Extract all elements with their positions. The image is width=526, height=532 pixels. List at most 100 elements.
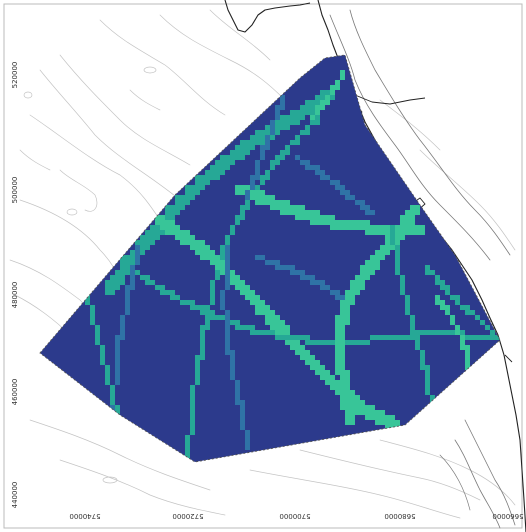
route-cell [340, 340, 345, 345]
route-cell [395, 230, 400, 235]
route-cell [260, 330, 265, 335]
route-cell [265, 175, 270, 180]
route-cell [105, 365, 110, 370]
route-cell [310, 220, 315, 225]
route-cell [115, 340, 120, 345]
route-cell [220, 160, 225, 165]
route-cell [195, 180, 200, 185]
route-cell [340, 390, 345, 395]
route-cell [265, 125, 270, 130]
route-cell [115, 360, 120, 365]
route-cell [200, 185, 205, 190]
route-cell [205, 255, 210, 260]
route-cell [260, 310, 265, 315]
route-cell [310, 210, 315, 215]
route-cell [270, 320, 275, 325]
route-cell [490, 335, 495, 340]
route-cell [365, 410, 370, 415]
route-cell [330, 385, 335, 390]
route-cell [165, 205, 170, 210]
route-cell [125, 295, 130, 300]
route-cell [295, 210, 300, 215]
route-cell [335, 225, 340, 230]
route-cell [270, 125, 275, 130]
route-cell [335, 290, 340, 295]
route-cell [470, 335, 475, 340]
route-cell [220, 170, 225, 175]
route-cell [185, 240, 190, 245]
route-cell [255, 200, 260, 205]
route-cell [170, 290, 175, 295]
route-cell [305, 335, 310, 340]
route-cell [340, 400, 345, 405]
route-cell [300, 110, 305, 115]
route-cell [210, 285, 215, 290]
route-cell [275, 115, 280, 120]
route-cell [315, 280, 320, 285]
route-cell [195, 365, 200, 370]
route-cell [220, 270, 225, 275]
route-cell [225, 160, 230, 165]
route-cell [205, 325, 210, 330]
route-cell [225, 235, 230, 240]
route-cell [145, 230, 150, 235]
route-cell [220, 245, 225, 250]
route-cell [455, 330, 460, 335]
route-cell [285, 205, 290, 210]
route-cell [370, 405, 375, 410]
route-cell [240, 285, 245, 290]
route-cell [300, 130, 305, 135]
route-cell [240, 405, 245, 410]
route-cell [430, 410, 435, 415]
route-cell [205, 315, 210, 320]
route-cell [300, 275, 305, 280]
route-cell [135, 245, 140, 250]
route-cell [270, 165, 275, 170]
route-cell [115, 285, 120, 290]
route-cell [185, 450, 190, 455]
route-cell [360, 225, 365, 230]
route-cell [290, 265, 295, 270]
route-cell [405, 220, 410, 225]
route-cell [310, 165, 315, 170]
route-cell [265, 195, 270, 200]
route-cell [110, 395, 115, 400]
route-cell [390, 245, 395, 250]
route-cell [90, 310, 95, 315]
route-cell [365, 340, 370, 345]
route-cell [205, 305, 210, 310]
route-cell [265, 135, 270, 140]
route-cell [285, 200, 290, 205]
route-cell [235, 150, 240, 155]
route-cell [235, 145, 240, 150]
route-cell [205, 170, 210, 175]
route-cell [115, 255, 120, 260]
route-cell [115, 355, 120, 360]
route-cell [85, 300, 90, 305]
route-cell [175, 235, 180, 240]
route-cell [265, 260, 270, 265]
route-cell [345, 290, 350, 295]
route-cell [225, 335, 230, 340]
route-cell [285, 325, 290, 330]
route-cell [340, 315, 345, 320]
route-cell [170, 220, 175, 225]
route-cell [280, 335, 285, 340]
route-cell [305, 125, 310, 130]
route-cell [210, 165, 215, 170]
route-cell [145, 240, 150, 245]
route-cell [385, 415, 390, 420]
route-cell [250, 175, 255, 180]
route-cell [410, 230, 415, 235]
route-cell [410, 325, 415, 330]
route-cell [330, 215, 335, 220]
route-cell [195, 175, 200, 180]
route-cell [190, 405, 195, 410]
route-cell [285, 210, 290, 215]
route-cell [410, 330, 415, 335]
route-cell [240, 420, 245, 425]
route-cell [325, 220, 330, 225]
route-cell [190, 300, 195, 305]
